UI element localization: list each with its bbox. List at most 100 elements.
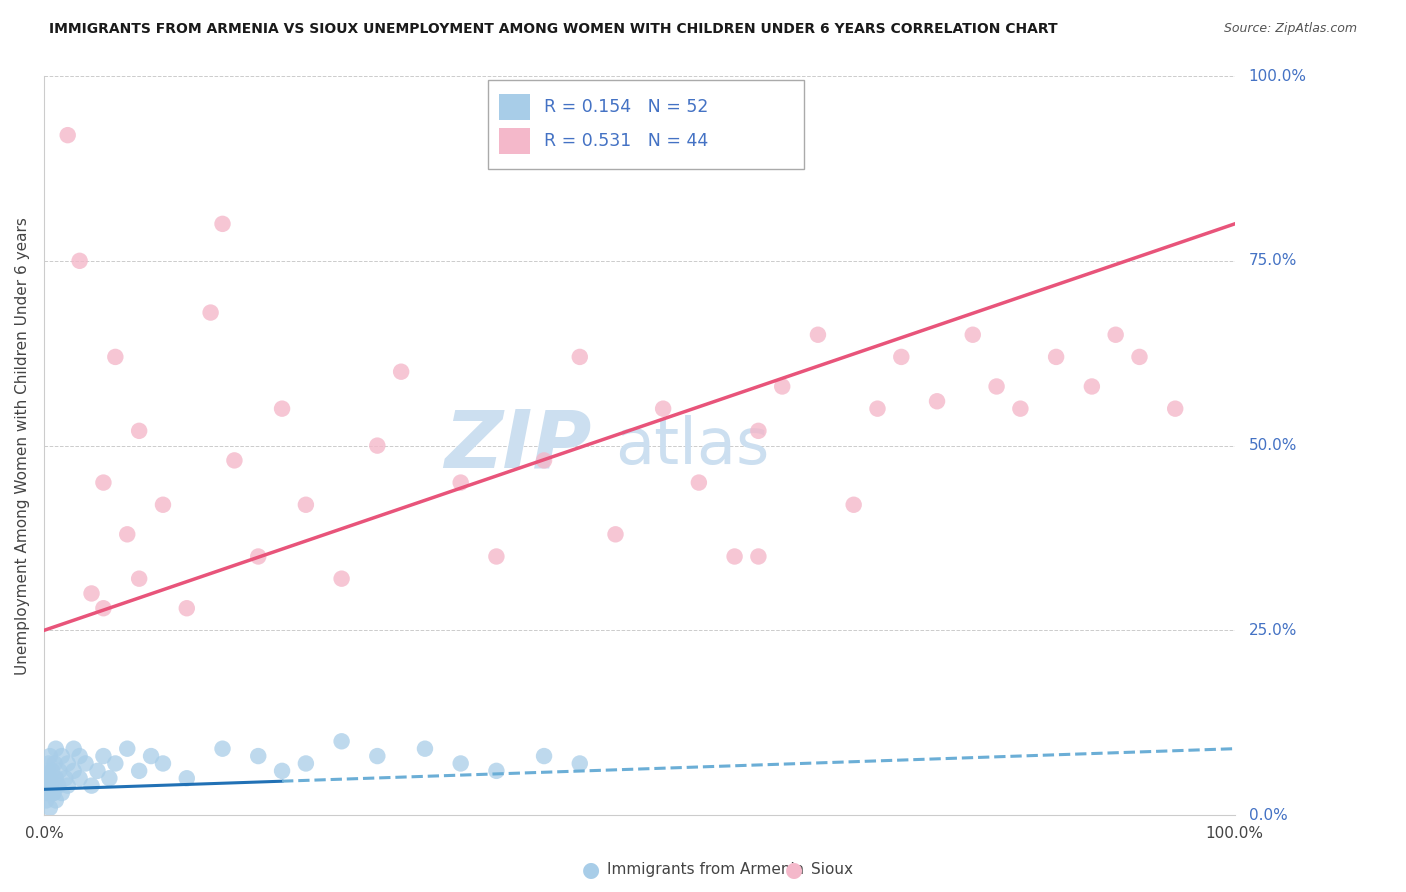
Point [41,764,63,778]
Text: Source: ZipAtlas.com: Source: ZipAtlas.com [1223,22,1357,36]
Text: atlas: atlas [616,415,770,476]
Point [485,764,508,778]
Text: 75.0%: 75.0% [1249,253,1296,268]
Point [1128,350,1150,364]
Point [176,601,198,615]
Point [45,741,67,756]
Point [962,327,984,342]
Point [80,586,103,600]
Point [747,549,769,564]
Point [295,756,318,771]
Point [39,779,62,793]
Point [128,572,150,586]
Point [42,786,65,800]
Point [69,749,91,764]
Point [723,549,745,564]
Point [117,741,139,756]
Point [247,749,270,764]
Point [38,801,60,815]
Point [93,475,115,490]
Point [56,128,79,143]
Text: 0.0%: 0.0% [1249,808,1288,822]
Point [37,786,59,800]
Point [48,764,70,778]
Point [211,741,233,756]
Point [75,756,97,771]
Point [1164,401,1187,416]
Point [568,756,591,771]
Point [1045,350,1067,364]
Point [389,365,412,379]
Point [1081,379,1104,393]
Point [62,741,84,756]
Point [51,749,73,764]
Point [80,779,103,793]
Point [93,601,115,615]
Point [1105,327,1128,342]
Point [117,527,139,541]
Point [35,779,58,793]
Point [366,749,388,764]
Point [652,401,675,416]
Point [271,401,294,416]
Point [533,749,555,764]
Point [747,424,769,438]
Point [366,439,388,453]
Y-axis label: Unemployment Among Women with Children Under 6 years: Unemployment Among Women with Children U… [15,217,30,674]
Text: R = 0.531   N = 44: R = 0.531 N = 44 [544,132,709,150]
Point [62,764,84,778]
Point [247,549,270,564]
Text: 50.0%: 50.0% [1249,438,1296,453]
Point [533,453,555,467]
Point [295,498,318,512]
Point [152,498,174,512]
Text: ●: ● [582,860,599,880]
Point [605,527,627,541]
Point [986,379,1008,393]
Point [34,786,56,800]
Point [770,379,793,393]
Point [38,756,60,771]
Point [38,749,60,764]
Point [69,771,91,785]
Point [38,771,60,785]
Point [330,572,353,586]
Point [69,253,91,268]
Point [176,771,198,785]
Point [1010,401,1032,416]
Point [34,771,56,785]
Point [450,756,472,771]
Point [152,756,174,771]
Point [842,498,865,512]
Point [37,779,59,793]
Text: R = 0.154   N = 52: R = 0.154 N = 52 [544,98,709,116]
Point [139,749,162,764]
Point [56,779,79,793]
Point [211,217,233,231]
Point [45,771,67,785]
Text: 25.0%: 25.0% [1249,623,1296,638]
Point [45,793,67,807]
Text: IMMIGRANTS FROM ARMENIA VS SIOUX UNEMPLOYMENT AMONG WOMEN WITH CHILDREN UNDER 6 : IMMIGRANTS FROM ARMENIA VS SIOUX UNEMPLO… [49,22,1057,37]
Point [485,549,508,564]
Point [46,779,69,793]
Point [568,350,591,364]
Point [688,475,710,490]
Point [866,401,889,416]
Point [890,350,912,364]
Text: ●: ● [786,860,803,880]
Point [128,424,150,438]
Point [98,771,121,785]
Point [51,786,73,800]
Point [35,793,58,807]
Point [86,764,108,778]
Text: 100.0%: 100.0% [1249,69,1306,84]
Point [271,764,294,778]
Point [925,394,948,409]
Point [200,305,222,319]
Point [450,475,472,490]
Point [37,764,59,778]
Point [104,350,127,364]
Point [56,756,79,771]
Point [128,764,150,778]
